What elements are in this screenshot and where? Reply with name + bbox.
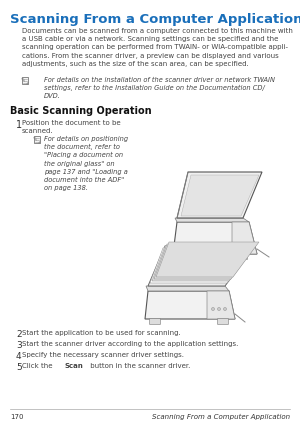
Text: Documents can be scanned from a computer connected to this machine with
a USB ca: Documents can be scanned from a computer… [22, 28, 293, 67]
Polygon shape [173, 222, 257, 254]
Text: 170: 170 [10, 413, 23, 419]
Polygon shape [207, 291, 235, 319]
Circle shape [212, 308, 214, 311]
Polygon shape [152, 246, 255, 281]
FancyBboxPatch shape [34, 137, 40, 144]
Text: Scan: Scan [64, 362, 83, 368]
Polygon shape [145, 291, 235, 319]
Text: Specify the necessary scanner driver settings.: Specify the necessary scanner driver set… [22, 351, 184, 357]
Circle shape [224, 308, 226, 311]
Polygon shape [38, 142, 40, 144]
Circle shape [241, 245, 244, 248]
Polygon shape [232, 222, 257, 254]
Polygon shape [146, 286, 229, 291]
Text: Start the application to be used for scanning.: Start the application to be used for sca… [22, 329, 181, 335]
Text: Scanning From a Computer Application: Scanning From a Computer Application [10, 13, 300, 26]
Polygon shape [156, 242, 259, 277]
Text: For details on positioning
the document, refer to
"Placing a document on
the ori: For details on positioning the document,… [44, 136, 128, 190]
Text: button in the scanner driver.: button in the scanner driver. [88, 362, 191, 368]
Text: Click the: Click the [22, 362, 55, 368]
Text: Basic Scanning Operation: Basic Scanning Operation [10, 106, 152, 116]
Text: 3: 3 [16, 340, 22, 349]
Text: ✎: ✎ [21, 78, 26, 83]
Text: 2: 2 [16, 329, 22, 338]
Text: 1: 1 [16, 120, 22, 130]
FancyBboxPatch shape [218, 319, 229, 325]
Polygon shape [150, 248, 253, 283]
Text: Scanning From a Computer Application: Scanning From a Computer Application [152, 413, 290, 419]
Circle shape [218, 308, 220, 311]
Text: 4: 4 [16, 351, 22, 360]
Polygon shape [175, 219, 249, 222]
Text: Start the scanner driver according to the application settings.: Start the scanner driver according to th… [22, 340, 239, 346]
Polygon shape [177, 173, 262, 219]
FancyBboxPatch shape [178, 254, 188, 260]
Polygon shape [154, 245, 257, 279]
Polygon shape [27, 83, 28, 85]
Circle shape [236, 245, 238, 248]
Circle shape [245, 245, 248, 248]
Text: For details on the installation of the scanner driver or network TWAIN
settings,: For details on the installation of the s… [44, 77, 275, 99]
Text: 5: 5 [16, 362, 22, 371]
Text: ✎: ✎ [33, 137, 38, 141]
Polygon shape [181, 176, 259, 216]
Text: Position the document to be
scanned.: Position the document to be scanned. [22, 120, 121, 134]
FancyBboxPatch shape [236, 254, 247, 260]
FancyBboxPatch shape [149, 319, 161, 325]
Polygon shape [148, 246, 255, 286]
FancyBboxPatch shape [22, 78, 28, 85]
